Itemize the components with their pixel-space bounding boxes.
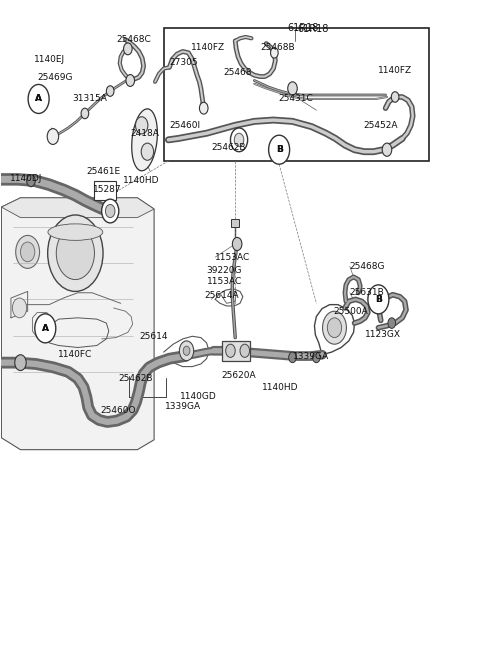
Circle shape: [183, 346, 190, 355]
Circle shape: [141, 143, 154, 160]
Text: 15287: 15287: [93, 185, 121, 195]
Circle shape: [107, 86, 114, 96]
Circle shape: [388, 318, 396, 328]
Text: 1140FZ: 1140FZ: [378, 66, 412, 75]
Circle shape: [126, 75, 134, 87]
Text: 25460I: 25460I: [169, 121, 201, 130]
Bar: [231, 219, 239, 227]
Text: B: B: [276, 145, 283, 154]
Text: 25468G: 25468G: [350, 262, 385, 271]
Text: 25614A: 25614A: [204, 291, 239, 300]
Text: 61R18: 61R18: [297, 24, 329, 34]
Text: A: A: [42, 324, 49, 333]
Text: 25631B: 25631B: [350, 288, 384, 297]
Text: 25500A: 25500A: [333, 307, 368, 316]
Text: 25452A: 25452A: [363, 121, 397, 130]
Circle shape: [16, 236, 39, 268]
Text: 27305: 27305: [169, 58, 198, 67]
Text: 1140HD: 1140HD: [262, 383, 298, 391]
Text: 1153AC: 1153AC: [206, 277, 242, 286]
Circle shape: [81, 108, 89, 118]
Bar: [95, 181, 116, 201]
Circle shape: [21, 242, 35, 261]
Circle shape: [269, 135, 289, 164]
Text: 25431C: 25431C: [278, 95, 313, 103]
Circle shape: [135, 117, 148, 134]
Circle shape: [102, 199, 119, 223]
Text: 1140HD: 1140HD: [123, 176, 159, 185]
Text: A: A: [35, 95, 42, 103]
Circle shape: [240, 344, 250, 357]
Text: 25468C: 25468C: [116, 35, 151, 44]
Polygon shape: [1, 198, 154, 449]
Text: B: B: [375, 295, 382, 304]
Circle shape: [234, 133, 244, 146]
Circle shape: [48, 215, 103, 291]
Circle shape: [312, 352, 320, 363]
Circle shape: [106, 205, 115, 218]
Text: 1140FC: 1140FC: [58, 350, 92, 359]
Text: 1140EJ: 1140EJ: [34, 55, 65, 64]
Circle shape: [230, 128, 248, 152]
Circle shape: [27, 175, 35, 187]
Text: 1140GD: 1140GD: [180, 393, 217, 401]
Circle shape: [12, 298, 27, 318]
Polygon shape: [1, 198, 154, 218]
Text: 61R18: 61R18: [288, 23, 319, 32]
Text: A: A: [35, 95, 42, 103]
Circle shape: [47, 128, 59, 144]
Circle shape: [323, 311, 347, 344]
Text: A: A: [42, 324, 49, 333]
Text: 39220G: 39220G: [206, 266, 242, 275]
Text: 1123GX: 1123GX: [365, 330, 401, 339]
Text: 1339GA: 1339GA: [293, 352, 330, 361]
Text: 2418A: 2418A: [130, 128, 159, 138]
Circle shape: [56, 227, 95, 279]
Circle shape: [327, 318, 342, 338]
Text: 25462B: 25462B: [211, 143, 246, 152]
Text: 1339GA: 1339GA: [165, 402, 201, 410]
Text: 25614: 25614: [140, 332, 168, 341]
Circle shape: [382, 143, 392, 156]
Circle shape: [35, 314, 56, 343]
Circle shape: [288, 82, 297, 95]
Text: 1140DJ: 1140DJ: [10, 173, 42, 183]
Text: 25460O: 25460O: [101, 406, 136, 414]
Circle shape: [226, 344, 235, 357]
Circle shape: [391, 92, 399, 102]
Circle shape: [123, 43, 132, 55]
Circle shape: [15, 355, 26, 371]
Text: B: B: [375, 295, 382, 304]
Circle shape: [28, 85, 49, 113]
Bar: [164, 28, 429, 161]
Ellipse shape: [48, 224, 103, 240]
Text: 25469G: 25469G: [37, 73, 72, 82]
Circle shape: [199, 102, 208, 114]
Text: 1153AC: 1153AC: [215, 253, 251, 261]
Circle shape: [180, 341, 194, 361]
Text: 25461E: 25461E: [86, 167, 120, 176]
Text: 31315A: 31315A: [72, 95, 107, 103]
Text: 25468B: 25468B: [260, 43, 295, 52]
Circle shape: [288, 352, 296, 363]
Text: 25468: 25468: [223, 68, 252, 77]
Text: B: B: [276, 145, 283, 154]
Text: 25462B: 25462B: [118, 374, 153, 383]
Text: 1140FZ: 1140FZ: [192, 43, 226, 52]
Circle shape: [271, 48, 278, 58]
Ellipse shape: [132, 109, 157, 171]
Bar: [222, 341, 250, 361]
Circle shape: [232, 238, 242, 251]
Text: 25620A: 25620A: [221, 371, 255, 381]
Circle shape: [368, 285, 389, 314]
